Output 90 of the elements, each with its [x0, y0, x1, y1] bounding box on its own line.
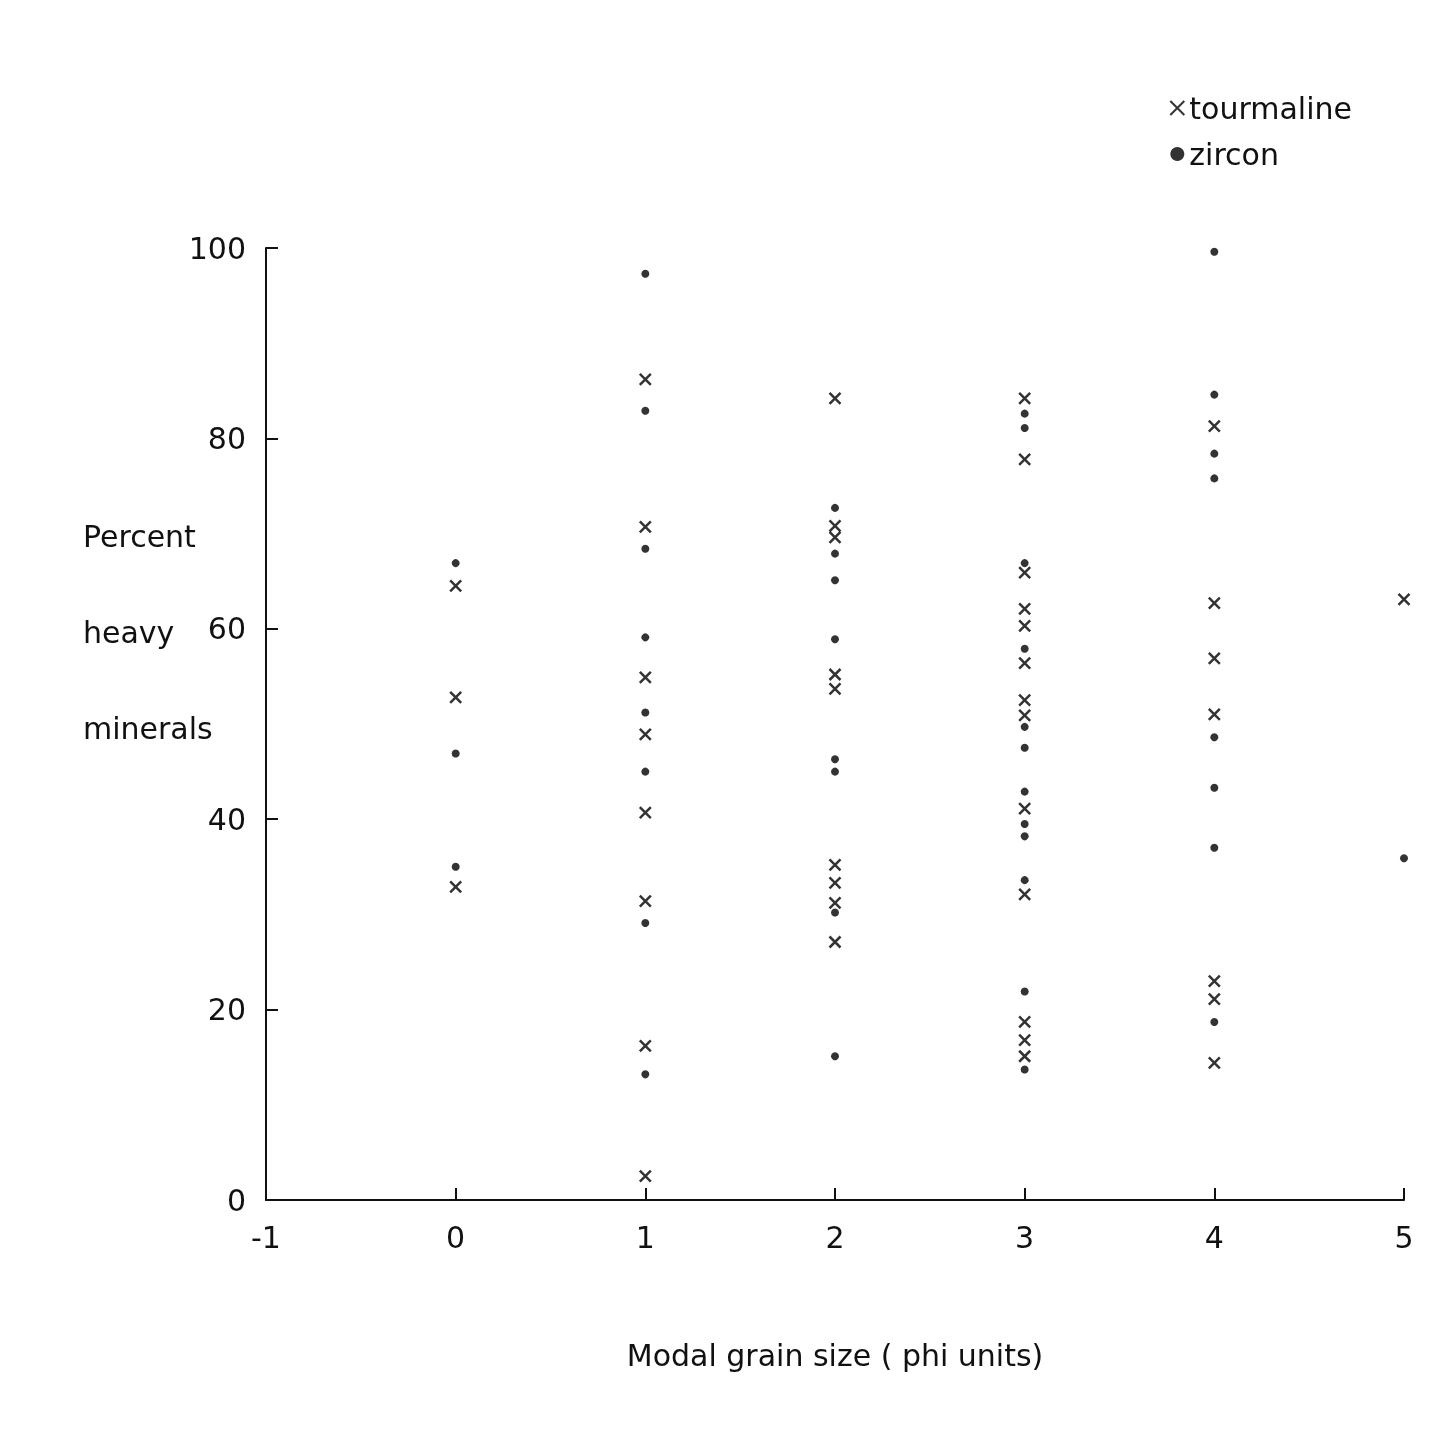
point [641, 767, 650, 776]
point [1017, 619, 1032, 633]
point [641, 918, 650, 927]
point [641, 708, 650, 717]
point [1210, 783, 1219, 792]
point [831, 755, 839, 764]
point [641, 1070, 650, 1079]
x-tick-label: 3 [1015, 1219, 1035, 1255]
point [831, 1052, 839, 1061]
y-tick-label: 80 [207, 420, 246, 456]
point [641, 406, 650, 415]
point [1020, 559, 1029, 568]
point [831, 908, 839, 917]
point [1017, 1015, 1032, 1029]
point [828, 935, 842, 949]
point [448, 579, 463, 593]
point [641, 269, 650, 278]
point [831, 767, 839, 776]
legend-label: zircon [1189, 136, 1279, 172]
point [828, 896, 842, 910]
y-tick-label: 20 [207, 992, 246, 1028]
point [1207, 707, 1222, 722]
legend-label: tourmaline [1189, 90, 1352, 126]
point [1210, 474, 1219, 483]
point [1017, 887, 1032, 902]
x-axis-title: Modal grain size ( phi units) [626, 1337, 1044, 1373]
point [451, 862, 460, 871]
point [638, 1039, 653, 1053]
y-tick-label: 40 [207, 801, 246, 837]
point [828, 858, 842, 872]
point [1017, 452, 1032, 467]
point [451, 749, 460, 758]
point [638, 894, 653, 908]
x-tick-label: 4 [1204, 1219, 1224, 1255]
point [1017, 565, 1032, 580]
point [1207, 596, 1222, 610]
x-tick-label: 0 [446, 1219, 466, 1255]
point [1020, 409, 1029, 418]
point [638, 670, 653, 685]
point [1020, 743, 1029, 752]
point [1020, 987, 1029, 996]
x-tick-label: 5 [1394, 1219, 1414, 1255]
point [451, 559, 460, 568]
point [831, 635, 839, 644]
point [1017, 656, 1032, 670]
point [1020, 1065, 1029, 1074]
point [1017, 1033, 1032, 1047]
point [1210, 449, 1219, 458]
point [1207, 974, 1222, 988]
y-tick-label: 0 [226, 1182, 246, 1218]
point [831, 576, 839, 585]
point [1020, 819, 1029, 828]
point [638, 727, 653, 742]
point [1020, 644, 1029, 653]
point [448, 690, 463, 705]
point [1017, 1049, 1032, 1063]
point [1210, 843, 1219, 852]
point [828, 391, 842, 406]
x-tick-label: -1 [251, 1219, 281, 1255]
point [1207, 419, 1222, 433]
point [1020, 787, 1029, 796]
point [1207, 1056, 1222, 1070]
point [1210, 1017, 1219, 1026]
point [638, 520, 653, 534]
point [828, 876, 842, 890]
point [448, 880, 463, 894]
point [638, 372, 653, 387]
point [1020, 423, 1029, 432]
point [1210, 247, 1219, 256]
point [1020, 832, 1029, 841]
point [1210, 733, 1219, 742]
x-tick-label: 2 [825, 1219, 845, 1255]
point [1397, 592, 1411, 607]
point [831, 549, 839, 558]
point [1020, 722, 1029, 731]
point [638, 805, 653, 820]
point [1017, 391, 1032, 406]
point [831, 503, 839, 512]
point [1207, 651, 1222, 666]
point [641, 544, 650, 553]
point [638, 1169, 653, 1183]
point [1017, 801, 1032, 816]
point [1017, 602, 1032, 616]
point [1207, 992, 1222, 1006]
point [1400, 854, 1408, 863]
y-tick-label: 100 [188, 230, 246, 266]
point [641, 633, 650, 642]
point [1210, 390, 1219, 399]
point [1020, 876, 1029, 885]
x-tick-label: 1 [635, 1219, 655, 1255]
